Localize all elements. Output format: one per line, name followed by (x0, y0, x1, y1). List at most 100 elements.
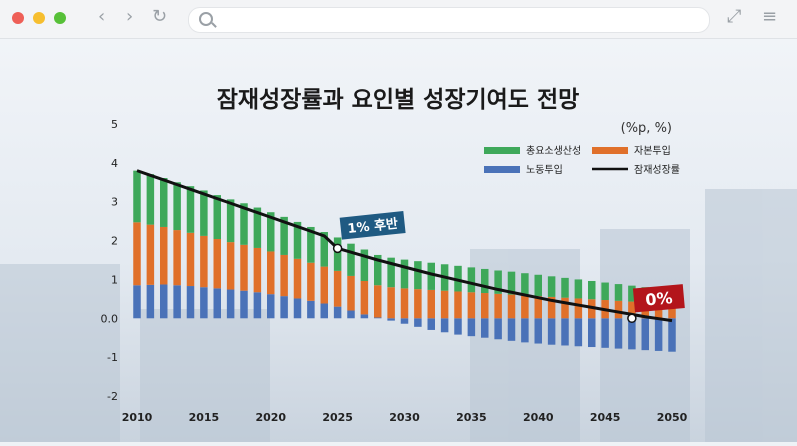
bar-tfp (400, 259, 409, 289)
bar-tfp (467, 267, 476, 293)
bar-labor (160, 284, 168, 319)
bar-tfp (293, 221, 302, 259)
x-tick-label: 2010 (122, 411, 153, 424)
bar-tfp (481, 268, 489, 294)
bar-labor (534, 318, 542, 344)
bar-labor (561, 318, 569, 346)
bar-labor (668, 318, 676, 352)
bar-labor (454, 318, 462, 335)
reload-icon[interactable]: ↻ (152, 6, 168, 27)
x-tick-label: 2035 (456, 411, 487, 424)
bar-labor (628, 318, 636, 350)
bar-labor (654, 318, 663, 351)
bar-capital (160, 226, 168, 285)
y-tick-label: -1 (107, 351, 118, 364)
bar-labor (574, 318, 583, 347)
bar-labor (133, 285, 141, 319)
bar-labor (547, 318, 556, 345)
bar-labor (226, 289, 235, 319)
maximize-window-button[interactable] (54, 12, 66, 24)
bar-labor (213, 288, 221, 319)
bar-tfp (160, 178, 168, 227)
legend-swatch-tfp (484, 147, 520, 154)
bar-tfp (320, 232, 328, 267)
x-tick-label: 2040 (523, 411, 554, 424)
bar-tfp (226, 199, 235, 243)
bar-labor (641, 318, 649, 351)
unit-label: (%p, %) (621, 121, 672, 136)
chevron-left-icon[interactable]: ‹ (98, 6, 106, 27)
expand-icon[interactable]: ⤢ (727, 6, 742, 27)
legend-swatch-labor (484, 166, 520, 173)
x-tick-label: 2020 (255, 411, 286, 424)
legend-label-tfp: 총요소생산성 (526, 145, 581, 157)
bar-tfp (333, 237, 342, 271)
close-window-button[interactable] (12, 12, 24, 24)
bar-labor (374, 317, 382, 319)
search-icon (199, 12, 213, 26)
minimize-window-button[interactable] (33, 12, 45, 24)
x-tick-label: 2025 (322, 411, 353, 424)
bar-tfp (360, 249, 369, 281)
bar-capital (133, 222, 141, 286)
bar-labor (253, 292, 262, 319)
hamburger-icon[interactable]: ≡ (762, 6, 778, 27)
bar-capital (146, 224, 155, 285)
bar-capital (307, 262, 315, 301)
y-tick-label: 5 (111, 118, 118, 131)
bar-capital (521, 295, 529, 319)
bar-labor (280, 296, 288, 319)
bar-capital (427, 289, 435, 319)
x-tick-label: 2050 (657, 411, 688, 424)
bar-labor (200, 287, 208, 319)
bar-capital (654, 303, 663, 319)
bar-tfp (146, 174, 155, 225)
bar-labor (307, 300, 315, 319)
bar-tfp (186, 186, 195, 233)
chevron-right-icon[interactable]: › (126, 6, 134, 27)
x-tick-label: 2030 (389, 411, 420, 424)
bar-labor (507, 318, 516, 341)
bar-labor (146, 284, 155, 319)
browser-toolbar: ‹ › ↻ ⤢ ≡ (0, 0, 797, 39)
chart-annotations: 1% 후반 0% (332, 211, 685, 324)
bar-tfp (507, 271, 516, 295)
bar-labor (293, 298, 302, 319)
y-tick-label: -2 (107, 390, 118, 403)
bar-tfp (173, 182, 181, 231)
bar-capital (440, 290, 449, 319)
bar-capital (561, 297, 569, 319)
address-bar[interactable] (188, 7, 710, 33)
bar-labor (601, 318, 609, 348)
annotation-text-1: 1% 후반 (347, 216, 399, 237)
bar-capital (320, 266, 328, 304)
chart-svg: 잠재성장률과 요인별 성장기여도 전망 (%p, %) 총요소생산성 자본투입 … (0, 39, 797, 442)
bar-capital (400, 288, 409, 319)
bar-capital (213, 239, 221, 289)
bar-capital (333, 270, 342, 307)
bar-capital (253, 247, 262, 293)
bar-labor (387, 318, 395, 321)
bar-capital (494, 293, 502, 319)
bar-labor (414, 318, 422, 327)
y-tick-label: 2 (111, 235, 118, 248)
y-tick-label: 0.0 (101, 312, 119, 325)
annotation-marker-1 (332, 243, 343, 254)
bar-capital (226, 242, 235, 290)
bar-capital (507, 294, 516, 319)
annotation-badge-2 (632, 284, 685, 313)
y-axis: 5 4 3 2 1 0.0 -1 -2 (101, 118, 119, 403)
bar-tfp (588, 280, 596, 300)
annotation-marker-2 (627, 313, 637, 324)
bar-labor (347, 310, 355, 319)
bar-labor (440, 318, 449, 333)
bar-tfp (601, 282, 609, 301)
bar-capital (534, 296, 542, 319)
x-tick-label: 2015 (189, 411, 220, 424)
bar-capital (293, 258, 302, 299)
bar-tfp (614, 284, 623, 301)
bar-tfp (307, 226, 315, 263)
x-axis: 2010 2015 2020 2025 2030 2035 2040 2045 2050 (122, 411, 688, 424)
bar-labor (427, 318, 435, 330)
bar-capital (414, 289, 422, 319)
